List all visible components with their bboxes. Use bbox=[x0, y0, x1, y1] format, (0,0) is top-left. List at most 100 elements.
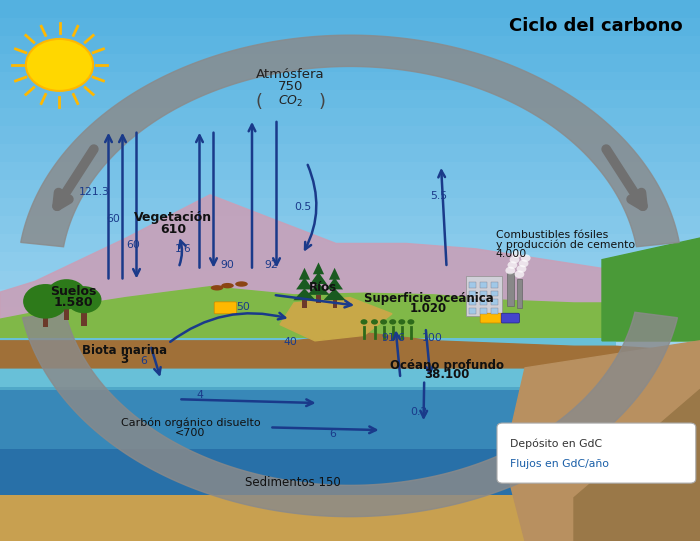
Circle shape bbox=[512, 250, 522, 258]
Polygon shape bbox=[326, 278, 343, 289]
Bar bbox=[0, 67, 700, 90]
Circle shape bbox=[508, 261, 517, 269]
Bar bbox=[81, 304, 87, 326]
Polygon shape bbox=[329, 268, 340, 280]
Text: 1.580: 1.580 bbox=[54, 296, 93, 309]
Text: 91.6: 91.6 bbox=[382, 333, 405, 343]
Text: Océano profundo: Océano profundo bbox=[390, 359, 503, 372]
Bar bbox=[491, 282, 498, 288]
Ellipse shape bbox=[211, 285, 223, 291]
Text: (: ( bbox=[256, 93, 262, 111]
Bar bbox=[0, 247, 700, 270]
Bar bbox=[0, 337, 700, 361]
Text: 750: 750 bbox=[278, 80, 303, 93]
Bar bbox=[517, 279, 522, 308]
Circle shape bbox=[517, 265, 526, 273]
Text: ): ) bbox=[318, 93, 326, 111]
Text: 121.3: 121.3 bbox=[79, 187, 110, 197]
Polygon shape bbox=[310, 272, 327, 284]
Text: 6: 6 bbox=[329, 429, 336, 439]
FancyBboxPatch shape bbox=[480, 313, 503, 323]
Text: 92: 92 bbox=[265, 260, 279, 270]
Bar bbox=[0, 301, 700, 325]
Bar bbox=[0, 355, 700, 379]
Circle shape bbox=[380, 319, 387, 325]
Circle shape bbox=[505, 267, 515, 274]
Bar bbox=[0, 319, 700, 342]
Bar bbox=[0, 49, 700, 72]
Text: 40: 40 bbox=[284, 337, 298, 347]
Polygon shape bbox=[0, 287, 700, 341]
Bar bbox=[64, 299, 69, 320]
Text: 60: 60 bbox=[106, 214, 120, 224]
Bar bbox=[0, 12, 700, 36]
FancyBboxPatch shape bbox=[497, 423, 696, 483]
Circle shape bbox=[23, 284, 68, 319]
Text: Ciclo del carbono: Ciclo del carbono bbox=[509, 17, 682, 35]
Bar bbox=[0, 139, 700, 162]
Bar bbox=[0, 265, 700, 288]
Circle shape bbox=[514, 270, 524, 278]
Bar bbox=[0, 31, 700, 54]
Bar bbox=[0, 157, 700, 180]
Bar bbox=[43, 306, 48, 327]
Polygon shape bbox=[602, 238, 700, 341]
Polygon shape bbox=[574, 390, 700, 541]
Text: Flujos en GdC/año: Flujos en GdC/año bbox=[510, 459, 608, 470]
Circle shape bbox=[66, 286, 102, 313]
Bar bbox=[0, 211, 700, 234]
Text: 0.2: 0.2 bbox=[410, 407, 427, 417]
Bar bbox=[0, 390, 602, 452]
Bar bbox=[0, 0, 700, 18]
Circle shape bbox=[26, 39, 93, 91]
Bar bbox=[0, 449, 588, 498]
Text: 60: 60 bbox=[126, 240, 140, 249]
Bar bbox=[507, 273, 514, 306]
Text: Ríos: Ríos bbox=[309, 281, 337, 294]
Text: 4.000: 4.000 bbox=[496, 249, 527, 259]
Bar bbox=[0, 495, 574, 541]
Bar bbox=[0, 464, 700, 487]
Circle shape bbox=[407, 319, 414, 325]
Bar bbox=[0, 391, 700, 415]
Text: y producción de cemento: y producción de cemento bbox=[496, 239, 635, 250]
FancyBboxPatch shape bbox=[214, 302, 237, 314]
Bar bbox=[0, 445, 700, 469]
Text: Vegetación: Vegetación bbox=[134, 211, 212, 224]
Ellipse shape bbox=[221, 283, 234, 288]
Polygon shape bbox=[323, 288, 346, 300]
Bar bbox=[480, 308, 487, 314]
Bar bbox=[332, 300, 337, 308]
Polygon shape bbox=[296, 278, 313, 289]
Bar bbox=[316, 295, 321, 303]
Text: 1.6: 1.6 bbox=[175, 244, 192, 254]
Text: Combustibles fósiles: Combustibles fósiles bbox=[496, 230, 608, 240]
Bar bbox=[491, 299, 498, 305]
Polygon shape bbox=[22, 312, 678, 517]
Text: 50: 50 bbox=[237, 302, 251, 312]
Bar bbox=[302, 300, 307, 308]
Text: Depósito en GdC: Depósito en GdC bbox=[510, 439, 602, 449]
Bar bbox=[0, 85, 700, 108]
Polygon shape bbox=[0, 333, 700, 368]
Circle shape bbox=[371, 319, 378, 325]
Bar bbox=[0, 427, 700, 451]
Text: <700: <700 bbox=[175, 428, 206, 438]
Bar bbox=[0, 499, 700, 523]
Polygon shape bbox=[299, 268, 310, 280]
Bar bbox=[491, 308, 498, 314]
Circle shape bbox=[47, 279, 86, 309]
Bar bbox=[0, 175, 700, 199]
Bar bbox=[469, 291, 476, 296]
Bar bbox=[0, 229, 700, 253]
Text: 4: 4 bbox=[196, 390, 203, 400]
Polygon shape bbox=[0, 195, 700, 335]
Text: $\mathit{CO}_2$: $\mathit{CO}_2$ bbox=[278, 94, 303, 109]
Text: 5.5: 5.5 bbox=[430, 191, 447, 201]
Bar bbox=[469, 299, 476, 305]
Circle shape bbox=[389, 319, 396, 325]
Bar bbox=[0, 121, 700, 144]
Text: 38.100: 38.100 bbox=[424, 368, 469, 381]
Bar bbox=[480, 282, 487, 288]
Bar bbox=[469, 308, 476, 314]
